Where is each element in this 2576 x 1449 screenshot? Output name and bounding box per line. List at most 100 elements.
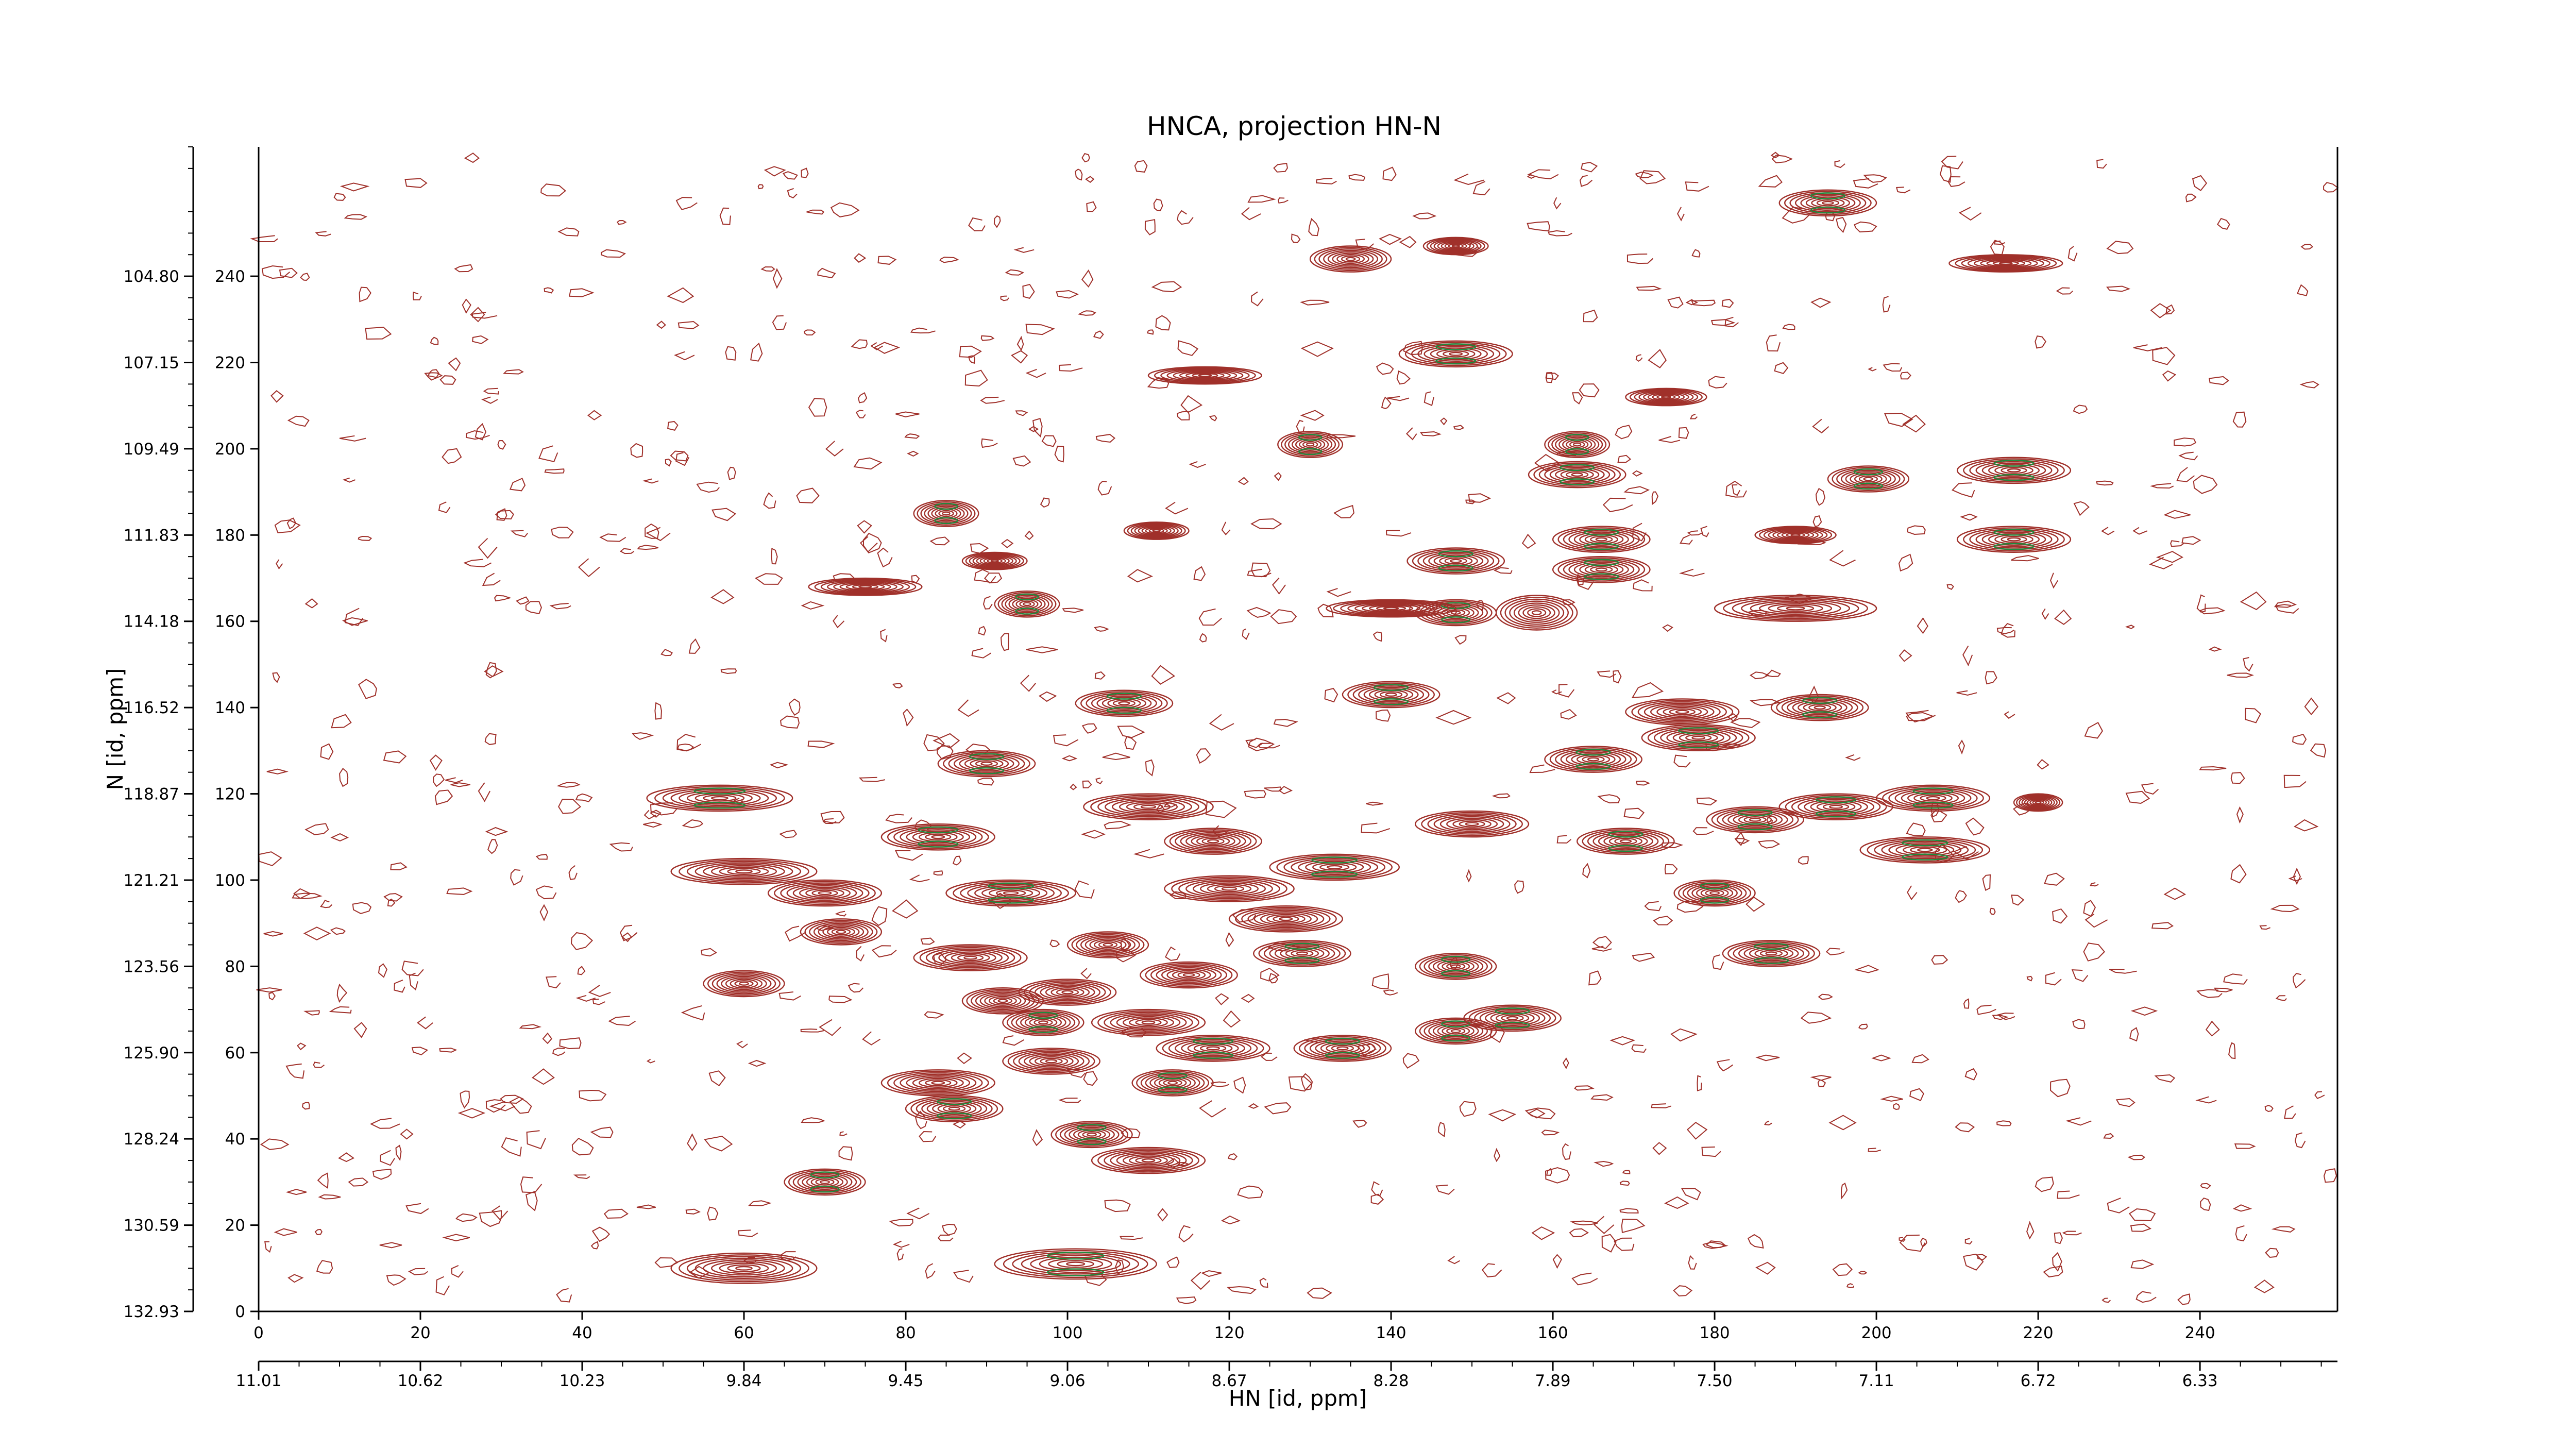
- peak-contour-level: [1160, 368, 1250, 383]
- noise-contour: [676, 743, 694, 751]
- noise-contour: [2223, 973, 2248, 985]
- negative-contour: [1046, 1268, 1105, 1276]
- peak-contour-level: [703, 863, 785, 880]
- noise-contour: [725, 346, 737, 361]
- noise-contour: [1899, 1234, 1926, 1252]
- peak-contour-level: [670, 1252, 818, 1284]
- noise-contour: [1189, 461, 1206, 468]
- negative-contour: [987, 897, 1035, 904]
- peak-contour-level: [1253, 911, 1318, 927]
- noise-contour: [578, 558, 600, 578]
- peak-contour-level: [1075, 689, 1174, 717]
- noise-contour: [450, 782, 470, 787]
- noise-contour: [551, 527, 574, 538]
- peak-contour-level: [721, 975, 767, 992]
- noise-contour: [1227, 1286, 1257, 1294]
- noise-contour: [1435, 1184, 1455, 1195]
- noise-contour: [953, 1270, 974, 1283]
- noise-contour: [1597, 794, 1620, 804]
- x-ppm-tick-label: 8.67: [1212, 1372, 1247, 1390]
- peak-contour-level: [1306, 442, 1315, 447]
- noise-contour: [980, 396, 1005, 404]
- noise-contour: [2152, 347, 2176, 365]
- noise-contour: [755, 573, 783, 585]
- noise-contour: [330, 927, 346, 935]
- peak-contour-level: [1417, 344, 1495, 363]
- negative-contour: [1559, 478, 1595, 485]
- noise-contour: [1488, 1109, 1517, 1122]
- noise-contour: [1909, 1088, 1924, 1102]
- noise-contour: [571, 1137, 594, 1156]
- peak-63: [1544, 431, 1611, 458]
- noise-contour: [1268, 972, 1278, 984]
- peak-76: [2013, 793, 2063, 812]
- peak-71: [1948, 254, 2063, 273]
- peak-contour-level: [1187, 1042, 1239, 1055]
- peak-contour-level: [1199, 882, 1259, 896]
- peak-46: [1075, 689, 1174, 717]
- negative-contour: [1192, 1052, 1234, 1059]
- peak-contour-level: [1110, 1013, 1187, 1032]
- peak-contour-level: [951, 952, 990, 963]
- noise-contour: [2011, 895, 2025, 906]
- peak-contour-level: [1888, 842, 1962, 858]
- noise-contour: [1120, 1236, 1143, 1240]
- peak-contour-level: [1131, 1069, 1214, 1097]
- peak-contour-level: [710, 1261, 777, 1276]
- noise-contour: [2253, 1279, 2275, 1293]
- peak-contour-level: [1200, 1044, 1227, 1052]
- noise-contour: [353, 1022, 367, 1038]
- noise-contour: [760, 266, 775, 272]
- peak-contour-level: [2019, 795, 2058, 810]
- noise-contour: [2026, 1221, 2035, 1240]
- peak-contour-level: [971, 990, 1035, 1012]
- peak-contour-level: [1138, 525, 1175, 536]
- noise-contour: [1631, 682, 1664, 698]
- noise-contour: [939, 257, 959, 263]
- noise-contour: [968, 355, 976, 364]
- noise-contour: [1144, 218, 1156, 235]
- noise-contour: [287, 1274, 304, 1283]
- negative-contour: [1438, 550, 1473, 558]
- peak-contour-level: [1118, 800, 1178, 814]
- noise-contour: [1396, 370, 1411, 385]
- noise-contour: [429, 754, 443, 771]
- noise-contour: [778, 991, 801, 1001]
- noise-contour: [937, 1234, 954, 1241]
- noise-contour: [780, 715, 800, 729]
- peak-contour-level: [1738, 944, 1804, 963]
- peak-contour-level: [1104, 1012, 1193, 1033]
- y-ppm-tick-label: 128.24: [124, 1130, 179, 1149]
- peak-contour-level: [1228, 905, 1344, 933]
- peak-contour-level: [1619, 839, 1632, 844]
- peak-contour-level: [931, 1081, 945, 1085]
- peak-contour-level: [734, 980, 754, 987]
- peak-contour-level: [1277, 431, 1344, 458]
- noise-contour: [1594, 1160, 1614, 1167]
- noise-contour: [2096, 159, 2107, 169]
- peak-contours: [646, 189, 2072, 1284]
- noise-contour: [433, 773, 445, 787]
- negative-contour: [1608, 831, 1643, 838]
- noise-contour: [577, 966, 586, 975]
- noise-contour: [1270, 609, 1297, 625]
- noise-contour: [1583, 309, 1598, 323]
- peak-contour-level: [1451, 244, 1460, 248]
- noise-contour: [1880, 1096, 1903, 1102]
- noise-contour: [303, 1010, 320, 1016]
- noise-contour: [1691, 249, 1701, 258]
- peak-contour-level: [1768, 603, 1823, 614]
- noise-contour: [904, 433, 920, 439]
- noise-contour: [465, 430, 490, 440]
- peak-60: [1827, 465, 1910, 493]
- noise-contour: [336, 983, 348, 1003]
- peak-contour-level: [1315, 1040, 1370, 1056]
- noise-contour: [1613, 670, 1622, 684]
- noise-contour: [738, 1229, 758, 1237]
- peak-contour-level: [1369, 604, 1414, 612]
- peak-contour-level: [1709, 891, 1720, 896]
- noise-contour: [1541, 1130, 1560, 1136]
- noise-contour: [590, 1241, 599, 1250]
- noise-contour: [434, 789, 453, 805]
- noise-contour: [2240, 591, 2267, 611]
